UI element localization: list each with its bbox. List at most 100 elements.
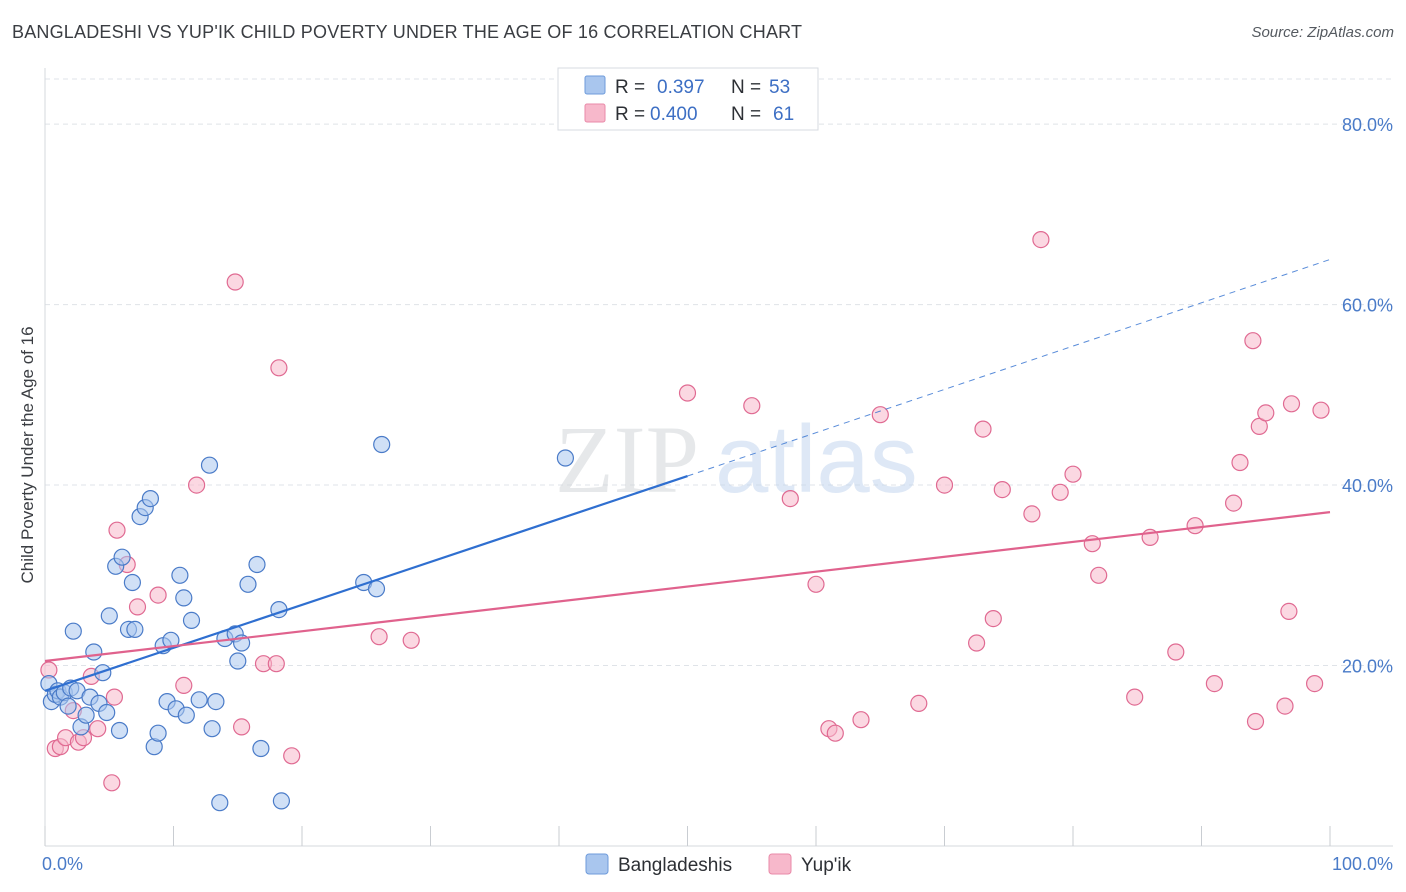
yupik-point <box>807 575 825 593</box>
legend-r-value-1: 0.397 <box>657 77 705 98</box>
axes-layer <box>44 68 1393 847</box>
bangladeshi-point <box>59 697 77 715</box>
bangladeshi-trend-extension <box>687 258 1331 477</box>
yupik-point <box>270 359 288 377</box>
bangladeshi-point <box>229 652 247 670</box>
yupik-point <box>233 718 251 736</box>
legend-n-value-2: 61 <box>773 104 794 125</box>
bangladeshi-point <box>175 589 193 607</box>
trend-lines <box>44 258 1331 692</box>
legend-r-label-2: R = <box>615 104 645 125</box>
yupik-point <box>103 774 121 792</box>
yupik-point <box>1244 332 1262 350</box>
yupik-point <box>1257 404 1275 422</box>
y-tick-label-60: 60.0% <box>1342 296 1393 316</box>
yupik-point <box>1276 697 1294 715</box>
yupik-point <box>108 521 126 539</box>
bangladeshi-point <box>94 664 112 682</box>
yupik-point <box>1090 566 1108 584</box>
yupik-point <box>128 598 147 616</box>
yupik-point <box>1246 712 1265 731</box>
bangladeshi-point <box>171 566 189 584</box>
yupik-point <box>267 655 285 673</box>
yupik-point <box>175 676 193 695</box>
yupik-point <box>852 711 870 729</box>
yupik-point <box>826 724 844 742</box>
chart-title: BANGLADESHI VS YUP'IK CHILD POVERTY UNDE… <box>12 22 803 42</box>
bangladeshi-point <box>64 622 82 640</box>
yupik-point <box>1167 643 1185 661</box>
y-tick-label-80: 80.0% <box>1342 115 1393 135</box>
bangladeshi-point <box>252 739 270 758</box>
yupik-point <box>402 631 420 649</box>
bangladeshi-point <box>203 720 221 738</box>
yupik-point <box>1282 395 1301 413</box>
bangladeshi-point <box>556 449 575 467</box>
y-tick-label-40: 40.0% <box>1342 476 1393 496</box>
tick-labels: 20.0% 40.0% 60.0% 80.0% 0.0% 100.0% <box>42 115 1393 874</box>
legend-n-label-2: N = <box>731 104 761 125</box>
yupik-point <box>1280 602 1298 621</box>
bangladeshi-point <box>126 620 144 639</box>
yupik-point <box>89 720 107 738</box>
bangladeshi-point <box>200 456 219 474</box>
yupik-point <box>678 384 697 402</box>
yupik-point <box>993 481 1011 499</box>
yupik-point <box>781 490 799 508</box>
yupik-point <box>1064 465 1082 483</box>
y-axis-label: Child Poverty Under the Age of 16 <box>18 326 37 583</box>
yupik-point <box>1205 674 1224 693</box>
yupik-point <box>967 634 986 652</box>
yupik-point <box>105 688 124 706</box>
bangladeshi-point <box>141 490 159 508</box>
yupik-trend-line <box>44 511 1331 663</box>
series-legend: Bangladeshis Yup'ik <box>585 853 852 876</box>
bangladeshi-trend-line <box>44 474 688 692</box>
yupik-points <box>40 231 1330 792</box>
bangladeshi-point <box>85 643 103 661</box>
bangladeshi-point <box>239 575 257 593</box>
bangladeshi-point <box>123 573 141 592</box>
yupik-point <box>1023 505 1041 523</box>
legend-swatch-blue <box>584 75 606 95</box>
watermark-atlas: atlas <box>715 406 918 513</box>
yupik-point <box>974 420 992 438</box>
yupik-point <box>935 476 954 494</box>
yupik-point <box>1312 401 1330 419</box>
bangladeshi-point <box>211 794 229 812</box>
bangladeshi-point <box>182 611 201 630</box>
legend-r-label-1: R = <box>615 77 645 98</box>
legend-n-value-1: 53 <box>769 77 790 98</box>
yupik-point <box>984 609 1002 628</box>
bangladeshi-point <box>113 548 131 566</box>
legend-swatch-pink <box>584 103 606 123</box>
yupik-point <box>871 406 889 424</box>
bangladeshi-point <box>100 607 118 625</box>
yupik-point <box>1186 517 1204 535</box>
yupik-point <box>188 476 206 494</box>
bangladeshi-points <box>40 435 575 812</box>
yupik-point <box>1032 231 1050 249</box>
y-tick-label-20: 20.0% <box>1342 657 1393 677</box>
bangladeshi-point <box>110 721 129 740</box>
yupik-point <box>1305 674 1324 693</box>
series-legend-swatch-bangladeshis <box>585 853 609 875</box>
bangladeshi-point <box>77 706 95 724</box>
x-tick-label-min: 0.0% <box>42 854 83 874</box>
yupik-point <box>1224 494 1243 512</box>
watermark: ZIP atlas <box>555 406 918 513</box>
yupik-point <box>1051 483 1069 501</box>
yupik-point <box>743 397 761 415</box>
yupik-point <box>1126 688 1144 706</box>
bangladeshi-point <box>207 692 225 711</box>
yupik-point <box>1231 453 1249 472</box>
bangladeshi-point <box>248 555 266 574</box>
yupik-point <box>283 747 301 765</box>
legend-n-label-1: N = <box>731 77 761 98</box>
bangladeshi-point <box>373 435 391 454</box>
yupik-point <box>910 694 928 713</box>
series-legend-swatch-yupik <box>768 853 792 875</box>
bangladeshi-point <box>272 792 290 810</box>
bangladeshi-point <box>367 580 386 598</box>
